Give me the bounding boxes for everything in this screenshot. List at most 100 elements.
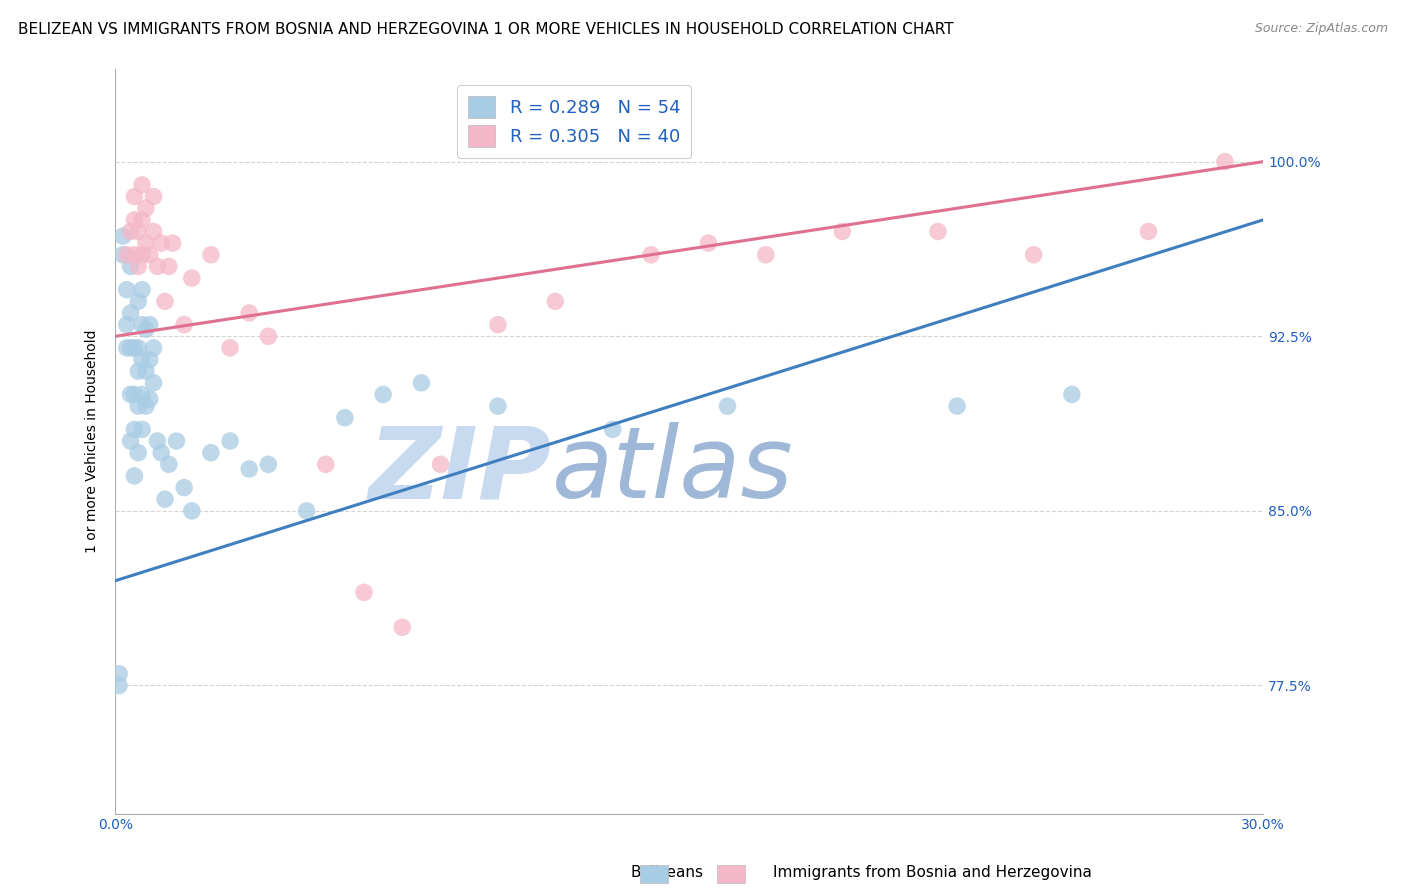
Point bbox=[927, 225, 949, 239]
Point bbox=[238, 462, 260, 476]
Point bbox=[131, 387, 153, 401]
Point bbox=[146, 260, 169, 274]
Point bbox=[602, 422, 624, 436]
Point bbox=[120, 260, 142, 274]
Point bbox=[115, 248, 138, 262]
Point bbox=[544, 294, 567, 309]
Point bbox=[150, 445, 173, 459]
Point bbox=[1060, 387, 1083, 401]
Point bbox=[486, 318, 509, 332]
Point bbox=[131, 212, 153, 227]
Text: Belizeans: Belizeans bbox=[630, 865, 703, 880]
Point bbox=[180, 504, 202, 518]
Point bbox=[120, 225, 142, 239]
Point bbox=[162, 236, 184, 251]
Point bbox=[138, 352, 160, 367]
Point bbox=[257, 458, 280, 472]
Y-axis label: 1 or more Vehicles in Household: 1 or more Vehicles in Household bbox=[86, 329, 100, 553]
Point bbox=[131, 248, 153, 262]
Point bbox=[146, 434, 169, 448]
Point bbox=[138, 248, 160, 262]
Point bbox=[135, 399, 157, 413]
Point bbox=[131, 178, 153, 192]
Point bbox=[127, 399, 149, 413]
Point bbox=[127, 341, 149, 355]
Point bbox=[142, 189, 165, 203]
Point bbox=[115, 341, 138, 355]
Point bbox=[315, 458, 337, 472]
Point bbox=[697, 236, 720, 251]
Point bbox=[142, 376, 165, 390]
Point bbox=[1137, 225, 1160, 239]
Point bbox=[353, 585, 375, 599]
Point bbox=[257, 329, 280, 343]
Point bbox=[111, 229, 134, 244]
Point bbox=[120, 387, 142, 401]
Point bbox=[371, 387, 394, 401]
Point bbox=[157, 458, 180, 472]
Point bbox=[127, 364, 149, 378]
Point bbox=[108, 678, 131, 692]
Point bbox=[124, 387, 146, 401]
Point bbox=[429, 458, 451, 472]
Point bbox=[135, 364, 157, 378]
Point bbox=[115, 318, 138, 332]
Point bbox=[131, 422, 153, 436]
Point bbox=[108, 666, 131, 681]
Point bbox=[124, 212, 146, 227]
Point bbox=[238, 306, 260, 320]
Point bbox=[391, 620, 413, 634]
Point bbox=[124, 189, 146, 203]
Point bbox=[131, 283, 153, 297]
Point bbox=[219, 434, 242, 448]
Point bbox=[138, 318, 160, 332]
Text: BELIZEAN VS IMMIGRANTS FROM BOSNIA AND HERZEGOVINA 1 OR MORE VEHICLES IN HOUSEHO: BELIZEAN VS IMMIGRANTS FROM BOSNIA AND H… bbox=[18, 22, 953, 37]
Point bbox=[142, 341, 165, 355]
Legend: R = 0.289   N = 54, R = 0.305   N = 40: R = 0.289 N = 54, R = 0.305 N = 40 bbox=[457, 85, 690, 158]
Point bbox=[173, 481, 195, 495]
Point bbox=[124, 341, 146, 355]
Point bbox=[411, 376, 433, 390]
Point bbox=[640, 248, 662, 262]
Point bbox=[157, 260, 180, 274]
Point bbox=[127, 225, 149, 239]
Point bbox=[219, 341, 242, 355]
Point bbox=[115, 283, 138, 297]
Point bbox=[131, 318, 153, 332]
Point bbox=[135, 201, 157, 215]
Point bbox=[138, 392, 160, 406]
Point bbox=[173, 318, 195, 332]
Point bbox=[124, 248, 146, 262]
Point bbox=[716, 399, 738, 413]
Point bbox=[124, 422, 146, 436]
Point bbox=[831, 225, 853, 239]
Text: Source: ZipAtlas.com: Source: ZipAtlas.com bbox=[1254, 22, 1388, 36]
Point bbox=[180, 271, 202, 285]
Point bbox=[142, 225, 165, 239]
Point bbox=[333, 410, 356, 425]
Text: Immigrants from Bosnia and Herzegovina: Immigrants from Bosnia and Herzegovina bbox=[773, 865, 1092, 880]
Point bbox=[486, 399, 509, 413]
Point bbox=[111, 248, 134, 262]
Point bbox=[120, 341, 142, 355]
Point bbox=[153, 294, 176, 309]
Point bbox=[150, 236, 173, 251]
Point bbox=[166, 434, 188, 448]
Point bbox=[120, 434, 142, 448]
Point bbox=[755, 248, 778, 262]
Point bbox=[135, 322, 157, 336]
Point bbox=[127, 260, 149, 274]
Point bbox=[127, 294, 149, 309]
Point bbox=[1022, 248, 1045, 262]
Text: ZIP: ZIP bbox=[368, 422, 551, 519]
Point bbox=[946, 399, 969, 413]
Point bbox=[153, 492, 176, 507]
Point bbox=[135, 236, 157, 251]
Point bbox=[295, 504, 318, 518]
Point bbox=[1213, 154, 1236, 169]
Point bbox=[200, 445, 222, 459]
Point bbox=[124, 469, 146, 483]
Text: atlas: atlas bbox=[551, 422, 793, 519]
Point bbox=[120, 306, 142, 320]
Point bbox=[200, 248, 222, 262]
